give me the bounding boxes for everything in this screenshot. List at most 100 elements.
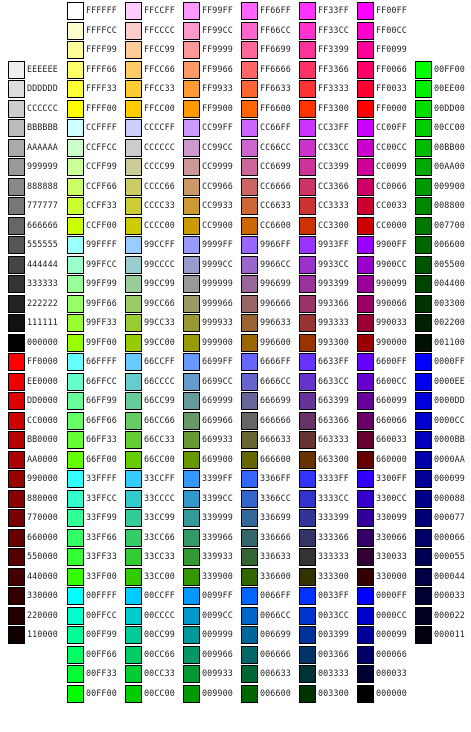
hex-code-label: 66CC66: [144, 414, 175, 425]
hex-code-label: 999999: [27, 161, 58, 171]
color-cell: 000055: [414, 547, 471, 569]
color-cell: 9900FF: [356, 235, 414, 257]
hex-code-label: FF9999: [202, 44, 233, 54]
color-swatch: [125, 626, 142, 644]
color-swatch: [67, 275, 84, 293]
color-cell: FFFF00: [66, 99, 124, 121]
color-cell: 339933: [182, 547, 240, 569]
color-swatch: [8, 158, 25, 176]
color-cell: 3399FF: [182, 469, 240, 491]
color-swatch: [299, 431, 316, 449]
color-cell: EE0000: [7, 372, 65, 394]
hex-code-label: 9966CC: [260, 258, 291, 269]
color-swatch: [357, 411, 374, 430]
color-swatch: [415, 489, 432, 508]
hex-code-label: 9933CC: [318, 258, 349, 269]
hex-code-label: 33CC00: [144, 570, 175, 581]
hex-code-label: FFCCFF: [144, 5, 175, 15]
color-swatch: [125, 60, 142, 79]
color-swatch: [299, 626, 316, 644]
color-swatch: [241, 411, 258, 430]
color-cell: 99FF00: [66, 333, 124, 355]
color-cell: 00FF99: [66, 625, 124, 647]
hex-code-label: CCCCFF: [144, 122, 175, 132]
color-cell: CCCC00: [124, 216, 182, 238]
color-swatch: [125, 41, 142, 59]
color-swatch: [357, 2, 374, 20]
hex-code-label: CC0033: [376, 200, 407, 210]
color-swatch: [299, 528, 316, 547]
color-swatch: [183, 158, 200, 176]
color-cell: CC3333: [298, 196, 356, 218]
hex-code-label: CC0066: [376, 180, 407, 191]
color-cell: FF66CC: [240, 21, 298, 43]
color-cell: FF9999: [182, 40, 240, 62]
hex-code-label: 00FF33: [86, 668, 117, 678]
color-cell: FF99FF: [182, 1, 240, 23]
color-cell: FFFF99: [66, 40, 124, 62]
color-cell: 9999CC: [182, 255, 240, 277]
hex-code-label: 9999FF: [202, 239, 233, 249]
color-swatch: [241, 197, 258, 215]
hex-code-label: 993399: [318, 278, 349, 288]
color-cell: 336699: [240, 508, 298, 530]
color-cell: 660033: [356, 430, 414, 452]
color-cell: 9933CC: [298, 255, 356, 277]
color-cell: 336600: [240, 567, 298, 589]
hex-code-label: 999933: [202, 317, 233, 327]
color-swatch: [67, 294, 84, 313]
hex-code-label: FF66FF: [260, 5, 291, 15]
hex-code-label: CC6600: [260, 219, 291, 230]
color-cell: 6666CC: [240, 372, 298, 394]
color-swatch: [125, 548, 142, 566]
color-swatch: [299, 587, 316, 605]
color-swatch: [183, 99, 200, 118]
hex-code-label: FF0000: [27, 356, 58, 366]
hex-code-label: 330033: [376, 551, 407, 561]
hex-code-label: 663399: [318, 395, 349, 405]
color-cell: 66CCFF: [124, 352, 182, 374]
color-cell: 000000: [356, 684, 414, 706]
color-cell: 00CC00: [414, 118, 471, 140]
hex-code-label: FF3366: [318, 63, 349, 74]
color-cell: FF0033: [356, 79, 414, 101]
hex-code-label: 666666: [260, 414, 291, 425]
color-cell: 999999: [182, 274, 240, 296]
color-swatch: [125, 509, 142, 527]
color-cell: 33FF66: [66, 528, 124, 550]
color-swatch: [415, 509, 432, 527]
color-cell: 660000: [7, 528, 65, 550]
color-cell: 00FF33: [66, 664, 124, 686]
color-cell: 66CC99: [124, 391, 182, 413]
hex-code-label: 000066: [376, 648, 407, 659]
hex-code-label: 0066CC: [260, 609, 291, 620]
color-swatch: [241, 470, 258, 488]
color-swatch: [125, 392, 142, 410]
color-swatch: [357, 372, 374, 391]
color-swatch: [8, 80, 25, 98]
color-swatch: [183, 2, 200, 20]
color-swatch: [8, 216, 25, 235]
hex-code-label: 00BB00: [434, 141, 465, 152]
hex-code-label: 00CC33: [144, 668, 175, 678]
hex-code-label: 663300: [318, 453, 349, 464]
color-swatch: [8, 138, 25, 157]
color-swatch: [299, 119, 316, 137]
hex-code-label: 336666: [260, 531, 291, 542]
color-swatch: [125, 80, 142, 98]
color-cell: 333300: [298, 567, 356, 589]
color-cell: 00DD00: [414, 99, 471, 121]
color-swatch: [125, 665, 142, 683]
color-cell: 999999: [7, 157, 65, 179]
color-cell: 6633FF: [298, 352, 356, 374]
hex-code-label: CC00FF: [376, 122, 407, 132]
hex-code-label: 99CCCC: [144, 258, 175, 269]
hex-code-label: 111111: [27, 317, 58, 327]
hex-code-label: CC66CC: [260, 141, 291, 152]
color-cell: 333333: [7, 274, 65, 296]
color-cell: DDDDDD: [7, 79, 65, 101]
color-cell: 990000: [7, 469, 65, 491]
hex-code-label: 00CC00: [144, 687, 175, 698]
color-cell: 336666: [240, 528, 298, 550]
hex-code-label: 009933: [202, 668, 233, 678]
